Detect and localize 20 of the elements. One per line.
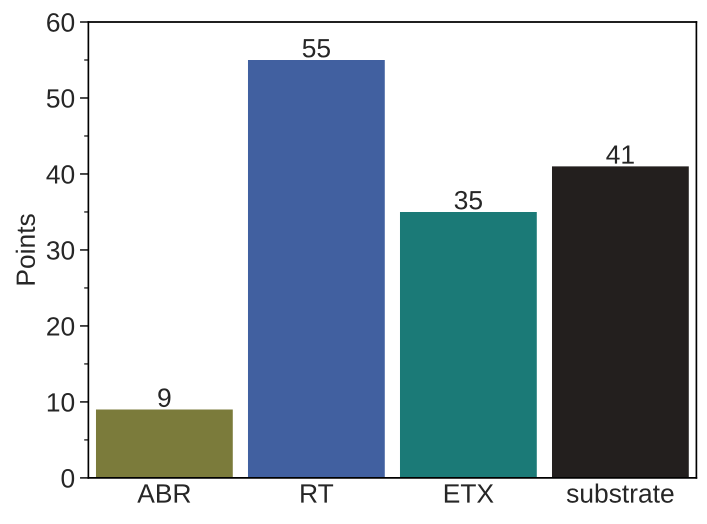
y-tick-label: 0 [62, 469, 74, 488]
x-tick-label: ABR [137, 484, 190, 503]
y-tick-label: 40 [46, 165, 74, 184]
bar [248, 60, 385, 478]
bar [400, 212, 537, 478]
data-label: 55 [302, 39, 330, 58]
y-tick-label: 60 [47, 13, 74, 32]
y-tick-label: 10 [48, 393, 74, 412]
data-label: 35 [454, 190, 482, 210]
y-tick-label: 20 [47, 317, 74, 336]
x-tick-label: ETX [444, 484, 494, 503]
data-label: 9 [158, 388, 170, 408]
x-tick-label: RT [301, 484, 334, 503]
data-label: 41 [606, 146, 634, 164]
bar [552, 166, 689, 478]
x-tick-label: substrate [566, 483, 674, 503]
y-tick-label: 30 [46, 241, 74, 260]
bar [96, 410, 233, 478]
y-tick-label: 50 [46, 89, 74, 108]
y-axis-title: Points [16, 214, 36, 284]
